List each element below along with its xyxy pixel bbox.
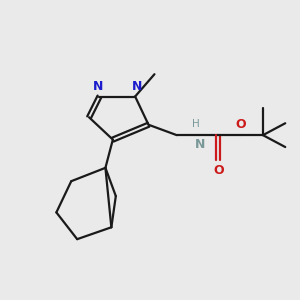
Text: O: O: [213, 164, 224, 177]
Text: N: N: [194, 137, 205, 151]
Text: O: O: [235, 118, 246, 131]
Text: H: H: [192, 118, 200, 129]
Text: N: N: [93, 80, 103, 93]
Text: N: N: [131, 80, 142, 93]
